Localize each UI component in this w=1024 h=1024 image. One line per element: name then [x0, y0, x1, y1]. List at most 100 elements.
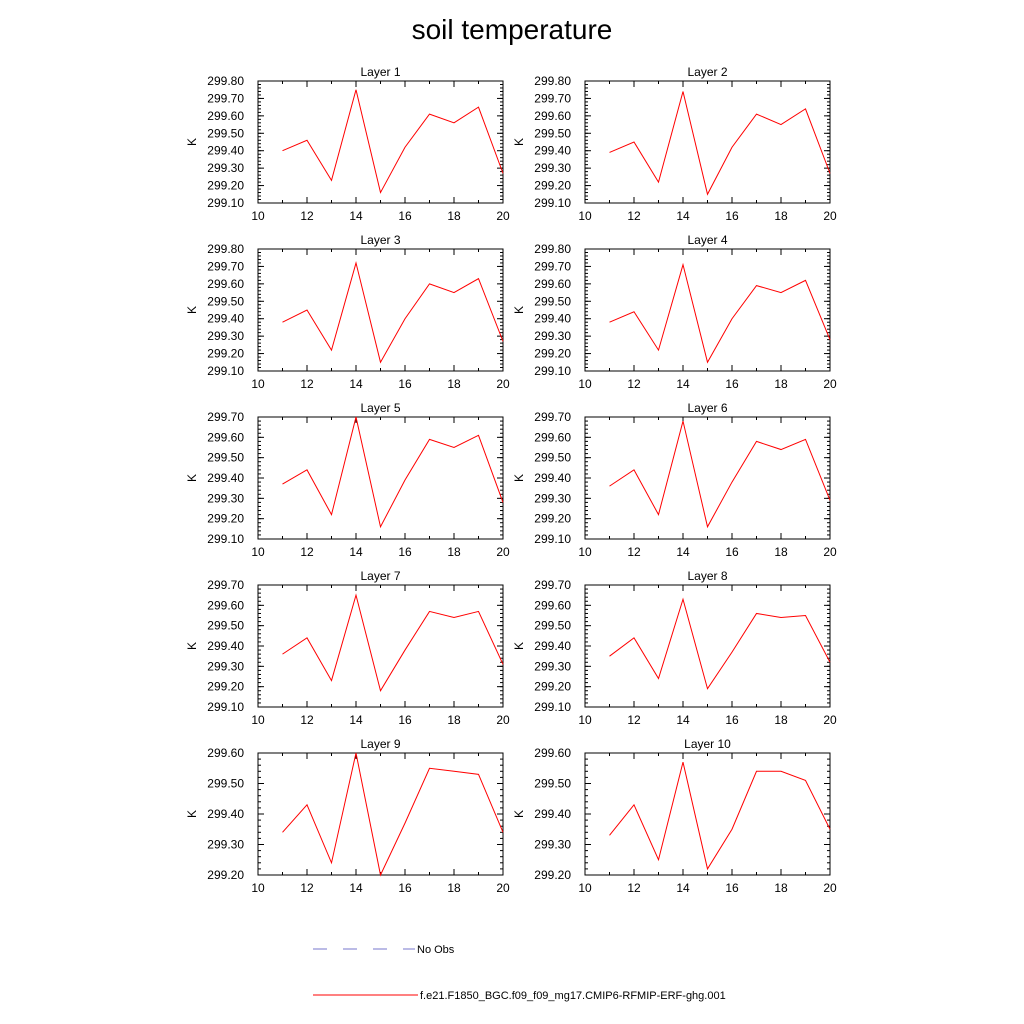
x-tick-label: 20 [823, 713, 837, 727]
series-line [609, 762, 831, 871]
x-tick-label: 18 [774, 377, 788, 391]
y-tick-label: 299.10 [534, 364, 571, 378]
x-tick-label: 20 [823, 377, 837, 391]
x-tick-label: 14 [676, 209, 690, 223]
x-tick-label: 14 [676, 713, 690, 727]
y-tick-label: 299.50 [534, 126, 571, 140]
y-tick-label: 299.40 [207, 807, 244, 821]
x-tick-label: 10 [251, 713, 265, 727]
y-tick-label: 299.60 [534, 277, 571, 291]
y-tick-label: 299.20 [207, 868, 244, 882]
y-tick-label: 299.80 [534, 242, 571, 256]
y-tick-label: 299.50 [207, 451, 244, 465]
y-tick-label: 299.40 [534, 144, 571, 158]
panel-layer-7: Layer 7 K 10 12 14 16 18 20 299.10 299.20 299.30 29… [185, 569, 510, 727]
x-tick-label: 14 [349, 713, 363, 727]
x-tick-label: 20 [496, 209, 510, 223]
y-tick-label: 299.30 [207, 329, 244, 343]
series-line [609, 262, 831, 364]
plot-frame [257, 80, 504, 204]
y-tick-label: 299.60 [534, 430, 571, 444]
x-tick-label: 18 [447, 713, 461, 727]
x-tick-label: 18 [774, 881, 788, 895]
panel-title: Layer 5 [360, 401, 400, 415]
y-tick-label: 299.60 [207, 109, 244, 123]
x-tick-label: 16 [725, 881, 739, 895]
y-tick-label: 299.70 [207, 410, 244, 424]
panel-layer-1: Layer 1 K 10 12 14 16 18 20 299.10 299.20 299.30 29… [185, 65, 510, 223]
y-tick-label: 299.60 [534, 598, 571, 612]
x-tick-label: 14 [349, 881, 363, 895]
x-tick-label: 14 [349, 545, 363, 559]
y-tick-label: 299.10 [534, 700, 571, 714]
y-tick-label: 299.10 [534, 532, 571, 546]
x-tick-label: 10 [251, 209, 265, 223]
y-tick-label: 299.30 [534, 838, 571, 852]
plot-frame [584, 752, 831, 876]
y-tick-label: 299.30 [207, 659, 244, 673]
y-tick-label: 299.10 [534, 196, 571, 210]
y-tick-label: 299.60 [534, 109, 571, 123]
panel-title: Layer 9 [360, 737, 400, 751]
y-tick-label: 299.20 [534, 512, 571, 526]
x-tick-label: 12 [627, 713, 641, 727]
x-tick-label: 10 [578, 209, 592, 223]
panel-title: Layer 3 [360, 233, 400, 247]
y-tick-label: 299.40 [207, 312, 244, 326]
x-tick-label: 18 [447, 209, 461, 223]
y-tick-label: 299.70 [207, 91, 244, 105]
y-tick-label: 299.60 [207, 277, 244, 291]
x-tick-label: 12 [627, 377, 641, 391]
y-axis-label: K [185, 642, 199, 650]
x-tick-label: 12 [300, 209, 314, 223]
y-tick-label: 299.20 [207, 680, 244, 694]
series-line [609, 597, 831, 690]
x-tick-label: 14 [676, 377, 690, 391]
panel-layer-8: Layer 8 K 10 12 14 16 18 20 299.10 299.20 299.30 29… [512, 569, 837, 727]
x-tick-label: 18 [447, 881, 461, 895]
y-tick-label: 299.40 [534, 807, 571, 821]
y-tick-label: 299.70 [534, 410, 571, 424]
x-tick-label: 16 [398, 545, 412, 559]
x-tick-label: 12 [627, 545, 641, 559]
panel-layer-9: Layer 9 K 10 12 14 16 18 20 299.20 299.30 299.40 29… [185, 737, 510, 895]
series-line [282, 89, 504, 194]
x-tick-label: 10 [251, 881, 265, 895]
y-tick-label: 299.40 [534, 639, 571, 653]
x-tick-label: 12 [300, 881, 314, 895]
series-line [609, 91, 831, 196]
panel-layer-10: Layer 10 K 10 12 14 16 18 20 299.20 299.30 299.40 2… [512, 737, 837, 895]
series-line [282, 416, 504, 529]
y-tick-label: 299.50 [207, 619, 244, 633]
panel-title: Layer 6 [687, 401, 727, 415]
y-tick-label: 299.20 [207, 512, 244, 526]
x-tick-label: 20 [823, 209, 837, 223]
panel-title: Layer 1 [360, 65, 400, 79]
y-tick-label: 299.40 [534, 471, 571, 485]
panel-layer-2: Layer 2 K 10 12 14 16 18 20 299.10 299.20 299.30 29… [512, 65, 837, 223]
y-tick-label: 299.80 [534, 74, 571, 88]
series-line [609, 420, 831, 529]
x-tick-label: 14 [349, 209, 363, 223]
y-tick-label: 299.10 [207, 196, 244, 210]
y-tick-label: 299.30 [534, 659, 571, 673]
y-axis-label: K [185, 474, 199, 482]
panel-title: Layer 2 [687, 65, 727, 79]
y-axis-label: K [512, 810, 526, 818]
y-axis-label: K [512, 642, 526, 650]
x-tick-label: 18 [774, 545, 788, 559]
panel-layer-3: Layer 3 K 10 12 14 16 18 20 299.10 299.20 299.30 29… [185, 233, 510, 391]
y-tick-label: 299.30 [534, 161, 571, 175]
x-tick-label: 18 [774, 713, 788, 727]
series-line [282, 593, 504, 693]
y-tick-label: 299.50 [534, 619, 571, 633]
y-axis-label: K [185, 810, 199, 818]
y-tick-label: 299.30 [534, 491, 571, 505]
y-tick-label: 299.60 [207, 746, 244, 760]
x-tick-label: 14 [349, 377, 363, 391]
y-tick-label: 299.20 [207, 179, 244, 193]
y-tick-label: 299.30 [207, 491, 244, 505]
y-tick-label: 299.60 [207, 430, 244, 444]
x-tick-label: 20 [496, 713, 510, 727]
